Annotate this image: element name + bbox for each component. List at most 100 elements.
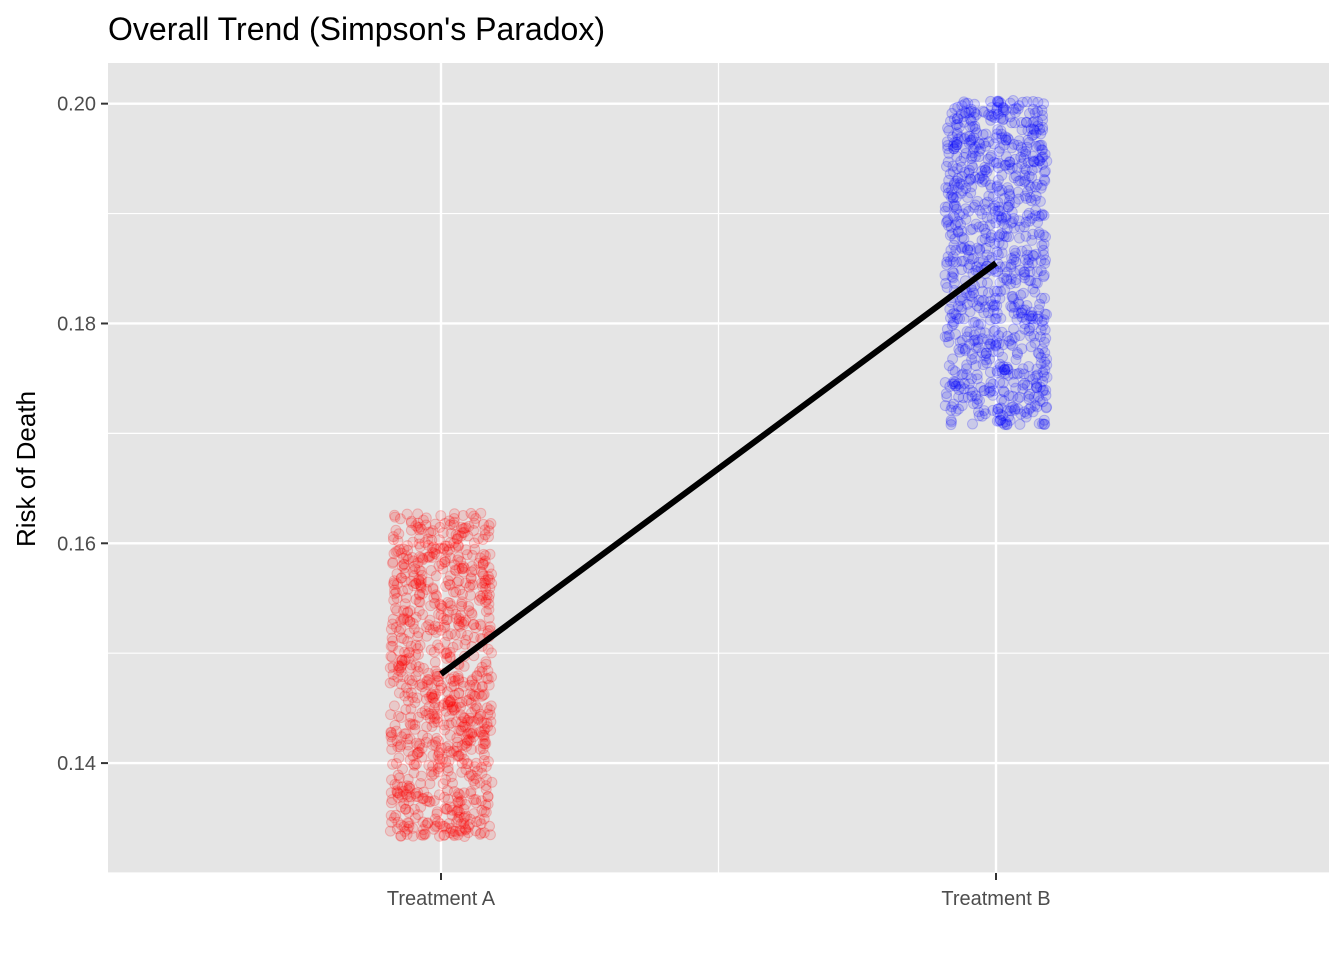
data-point	[979, 408, 991, 420]
data-point	[1037, 320, 1049, 331]
data-point	[402, 635, 414, 647]
data-point	[951, 163, 963, 175]
data-point	[391, 592, 403, 604]
data-point	[959, 345, 971, 357]
data-point	[472, 712, 484, 724]
data-point	[956, 400, 968, 412]
data-point	[1022, 249, 1033, 261]
data-point	[967, 418, 978, 430]
data-point	[999, 159, 1011, 171]
data-point	[983, 341, 995, 353]
data-point	[970, 218, 982, 230]
data-point	[943, 174, 955, 186]
data-point	[964, 121, 976, 133]
data-point	[385, 650, 397, 662]
data-point	[982, 287, 994, 299]
data-point	[1015, 307, 1027, 319]
data-point	[1015, 142, 1027, 153]
data-point	[452, 530, 464, 542]
data-point	[470, 681, 482, 693]
data-point	[1020, 216, 1032, 228]
data-point	[459, 638, 471, 650]
data-point	[972, 319, 984, 331]
data-point	[389, 812, 400, 824]
data-point	[1039, 356, 1051, 368]
data-point	[1024, 266, 1036, 278]
data-point	[483, 679, 495, 691]
data-point	[958, 383, 970, 395]
data-point	[1022, 186, 1034, 197]
data-point	[474, 665, 486, 677]
data-point	[384, 662, 396, 674]
data-point	[462, 728, 474, 740]
data-point	[408, 580, 419, 592]
data-point	[436, 558, 448, 570]
data-point	[426, 688, 438, 700]
y-axis-title: Risk of Death	[11, 391, 41, 547]
data-point	[387, 669, 399, 681]
data-point	[943, 360, 955, 372]
data-point	[1033, 210, 1045, 222]
data-point	[476, 593, 488, 604]
data-point	[986, 111, 998, 123]
data-point	[478, 518, 489, 530]
data-point	[386, 816, 398, 828]
data-point	[395, 739, 407, 751]
data-point	[991, 246, 1003, 258]
data-point	[415, 582, 427, 594]
data-point	[958, 233, 970, 245]
data-point	[427, 692, 439, 704]
data-point	[953, 343, 965, 355]
data-point	[1030, 370, 1042, 382]
data-point	[431, 712, 443, 724]
data-point	[1039, 175, 1051, 187]
data-point	[425, 766, 437, 778]
data-point	[982, 153, 994, 165]
data-point	[477, 558, 489, 570]
data-point	[433, 608, 445, 620]
data-point	[463, 581, 475, 593]
data-point	[951, 139, 963, 151]
data-point	[978, 223, 990, 235]
data-point	[1016, 117, 1028, 128]
data-point	[998, 361, 1010, 373]
data-point	[463, 605, 475, 617]
data-point	[482, 570, 494, 582]
data-point	[1009, 153, 1021, 165]
data-point	[463, 770, 475, 782]
data-point	[998, 102, 1010, 114]
data-point	[964, 259, 976, 270]
data-point	[986, 299, 998, 311]
data-point	[448, 828, 460, 840]
data-point	[973, 173, 985, 185]
data-point	[956, 243, 968, 254]
data-point	[470, 513, 482, 524]
data-point	[1012, 186, 1024, 198]
data-point	[989, 205, 1001, 217]
data-point	[464, 819, 476, 830]
data-point	[979, 161, 991, 173]
data-point	[989, 285, 1000, 297]
data-point	[434, 753, 446, 765]
data-point	[481, 717, 493, 729]
data-point	[476, 577, 487, 589]
data-point	[410, 611, 422, 623]
data-point	[410, 639, 422, 651]
data-point	[434, 521, 446, 533]
data-point	[1000, 211, 1012, 222]
data-point	[411, 791, 422, 803]
data-point	[947, 364, 959, 376]
data-point	[947, 166, 959, 178]
data-point	[413, 574, 425, 586]
data-point	[402, 745, 414, 757]
data-point	[941, 256, 953, 268]
data-point	[427, 583, 439, 595]
data-point	[418, 828, 430, 840]
data-point	[993, 237, 1005, 249]
data-point	[453, 551, 465, 563]
data-point	[437, 563, 449, 575]
data-point	[1039, 364, 1051, 376]
data-point	[463, 821, 474, 833]
data-point	[420, 709, 432, 721]
data-point	[453, 750, 464, 761]
